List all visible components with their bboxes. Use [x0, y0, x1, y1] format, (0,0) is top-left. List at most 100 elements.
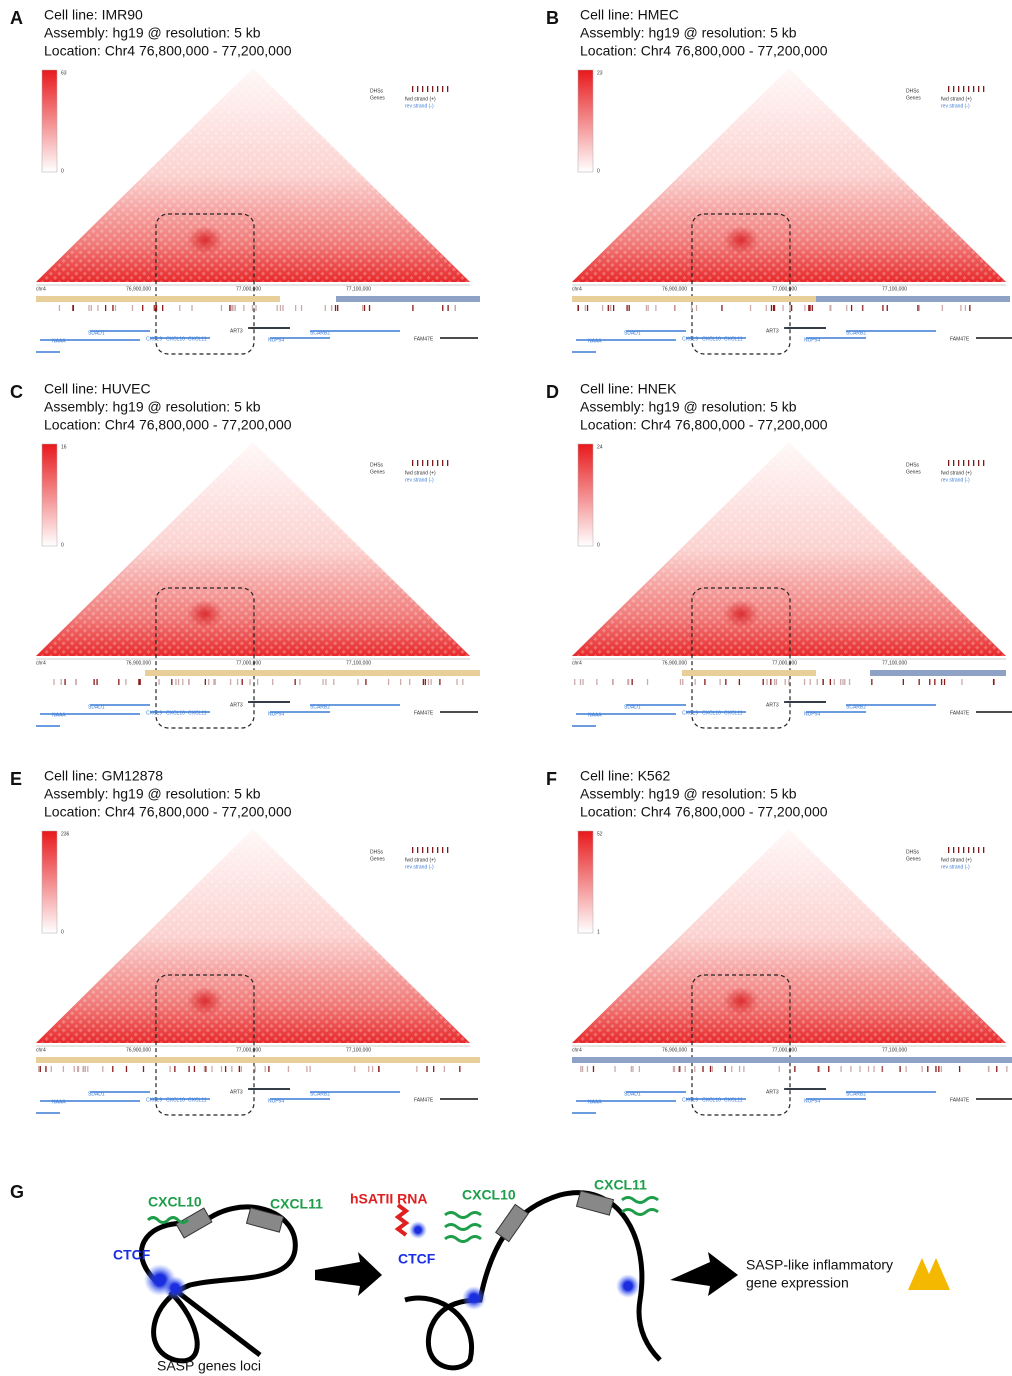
gene-label: ART3: [766, 1089, 779, 1095]
gene-label: FAM47E: [950, 336, 970, 342]
gene-label: NAAA: [588, 1099, 602, 1105]
dhs-tick: [76, 679, 77, 685]
axis-tick-label: 76,900,000: [126, 1047, 151, 1053]
dhs-tick: [922, 1066, 923, 1072]
gene-label: NUP54: [268, 711, 284, 717]
gene-label: NUP54: [804, 1098, 820, 1104]
dhs-tick: [208, 679, 209, 685]
dhs-tick: [211, 1066, 212, 1072]
gene-label: CXCL11: [724, 1097, 743, 1103]
legend-tick: [427, 86, 428, 92]
ctcf: [462, 1286, 486, 1310]
dhs-tick: [750, 305, 751, 311]
dhs-tick: [988, 1066, 989, 1072]
gene-label: FAM47E: [414, 336, 434, 342]
track-label: Genes: [370, 856, 385, 862]
colorbar-max: 52: [597, 831, 603, 837]
gene-label: CXCL9: [682, 1097, 698, 1103]
dhs-tick: [295, 305, 296, 311]
dhs-tick: [45, 1066, 46, 1072]
dhs-tick: [691, 305, 692, 311]
dhs-tick: [125, 679, 126, 685]
track-label: fwd strand (+): [405, 96, 436, 102]
dhs-tick: [626, 305, 627, 311]
panel: ECell line: GM12878Assembly: hg19 @ reso…: [10, 768, 480, 1115]
gene-label: NAAA: [52, 712, 66, 718]
colorbar-min: 0: [597, 542, 600, 548]
track-label: Genes: [906, 469, 921, 475]
dhs-tick: [823, 679, 824, 685]
dhs-tick: [409, 679, 410, 685]
dhs-tick: [277, 305, 278, 311]
dhs-tick: [459, 1066, 460, 1072]
gene-label: CXCL11: [188, 336, 207, 342]
dhs-tick: [252, 305, 253, 311]
dhs-tick: [97, 305, 98, 311]
gene-label: CXCL11: [724, 336, 743, 342]
dhs-tick: [771, 305, 772, 311]
dhs-tick: [154, 305, 155, 311]
dhs-tick: [702, 1066, 703, 1072]
legend-tick: [958, 847, 959, 853]
dhs-tick: [646, 305, 647, 311]
dhs-tick: [368, 1066, 369, 1072]
contact-hotspot: [723, 987, 759, 1015]
dhs-tick: [788, 679, 789, 685]
domain-bar: [682, 670, 816, 676]
axis-label: chr4: [36, 286, 46, 292]
contact-hotspot: [187, 600, 223, 628]
dhs-tick: [433, 1066, 434, 1072]
dhs-tick: [439, 679, 440, 685]
dhs-tick: [710, 1066, 711, 1072]
dhs-tick: [906, 1066, 907, 1072]
gene-label: FAM47E: [950, 1097, 970, 1103]
panel-letter: C: [10, 382, 23, 402]
dhs-tick: [140, 679, 141, 685]
dhs-tick: [280, 305, 281, 311]
axis-tick-label: 77,100,000: [882, 660, 907, 666]
dhs-tick: [721, 305, 722, 311]
colorbar-min: 1: [597, 929, 600, 935]
transcript: [622, 1198, 658, 1215]
cell-line: Cell line: HMEC: [580, 7, 679, 23]
track-label: DHSs: [370, 88, 384, 94]
legend-tick: [948, 86, 949, 92]
legend-tick: [422, 86, 423, 92]
dhs-tick: [138, 679, 139, 685]
domain-bar: [572, 296, 816, 302]
dhs-tick: [428, 679, 429, 685]
track-label: Genes: [906, 856, 921, 862]
dhs-tick: [40, 1066, 41, 1072]
track-label: DHSs: [370, 849, 384, 855]
dhs-tick: [365, 679, 366, 685]
legend-tick: [978, 847, 979, 853]
dhs-tick: [859, 1066, 860, 1072]
label: CXCL11: [594, 1177, 647, 1193]
dhs-tick: [142, 305, 143, 311]
assembly: Assembly: hg19 @ resolution: 5 kb: [580, 399, 797, 415]
track-label: fwd strand (+): [405, 857, 436, 863]
gene-label: SDAD1: [624, 330, 641, 336]
dhs-tick: [299, 679, 300, 685]
dhs-tick: [627, 679, 628, 685]
dhs-tick: [416, 1066, 417, 1072]
label: gene expression: [746, 1275, 849, 1291]
dhs-tick: [243, 305, 244, 311]
dhs-tick: [809, 305, 810, 311]
dhs-tick: [808, 305, 809, 311]
legend-tick: [978, 460, 979, 466]
legend-tick: [948, 847, 949, 853]
dhs-tick: [456, 679, 457, 685]
dhs-tick: [162, 305, 163, 311]
axis-label: chr4: [572, 286, 582, 292]
dhs-tick: [704, 679, 705, 685]
dhs-tick: [871, 679, 872, 685]
domain-bar: [36, 296, 280, 302]
dhs-tick: [959, 1066, 960, 1072]
dhs-tick: [225, 1066, 226, 1072]
track-label: rev strand (-): [941, 864, 970, 870]
dhs-tick: [235, 305, 236, 311]
ctcf: [409, 1221, 427, 1239]
gene-label: CXCL9: [146, 1097, 162, 1103]
dhs-tick: [899, 1066, 900, 1072]
